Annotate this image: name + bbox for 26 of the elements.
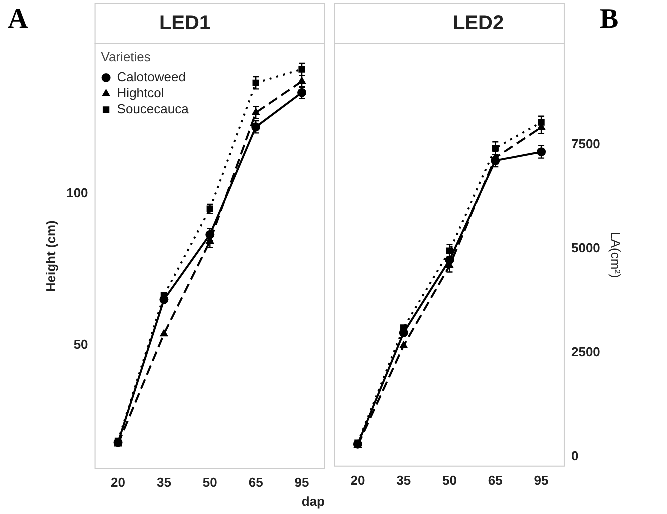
x-tick-label: 95	[294, 475, 310, 490]
legend-label: Hightcol	[117, 86, 164, 101]
y2-axis-title: LA(cm²)	[608, 232, 624, 278]
x-tick-label: 20	[350, 472, 366, 488]
y-axis-title: Height (cm)	[43, 220, 58, 292]
y2-tick-label: 0	[571, 448, 579, 464]
text: B	[600, 4, 619, 36]
x-tick-label: 95	[534, 472, 549, 488]
x-tick-label: 65	[248, 475, 264, 490]
x-tick-label: 50	[442, 472, 457, 488]
y2-tick-label: 5000	[571, 240, 600, 256]
x-axis-title: dap	[302, 494, 326, 509]
y2-tick-label: 7500	[571, 136, 600, 152]
legend-label: Soucecauca	[117, 102, 190, 117]
legend-title: Varieties	[101, 50, 152, 65]
text: A	[8, 4, 28, 36]
x-tick-label: 35	[396, 472, 412, 488]
x-tick-label: 35	[156, 475, 172, 490]
legend-label: Calotoweed	[117, 70, 186, 85]
chart-title: LED1	[159, 12, 211, 35]
chart-title: LED2	[452, 12, 504, 35]
y-tick-label: 100	[66, 185, 88, 200]
x-tick-label: 65	[488, 472, 503, 488]
x-tick-label: 20	[111, 475, 126, 490]
x-tick-label: 50	[202, 475, 218, 490]
y2-tick-label: 2500	[571, 344, 600, 360]
